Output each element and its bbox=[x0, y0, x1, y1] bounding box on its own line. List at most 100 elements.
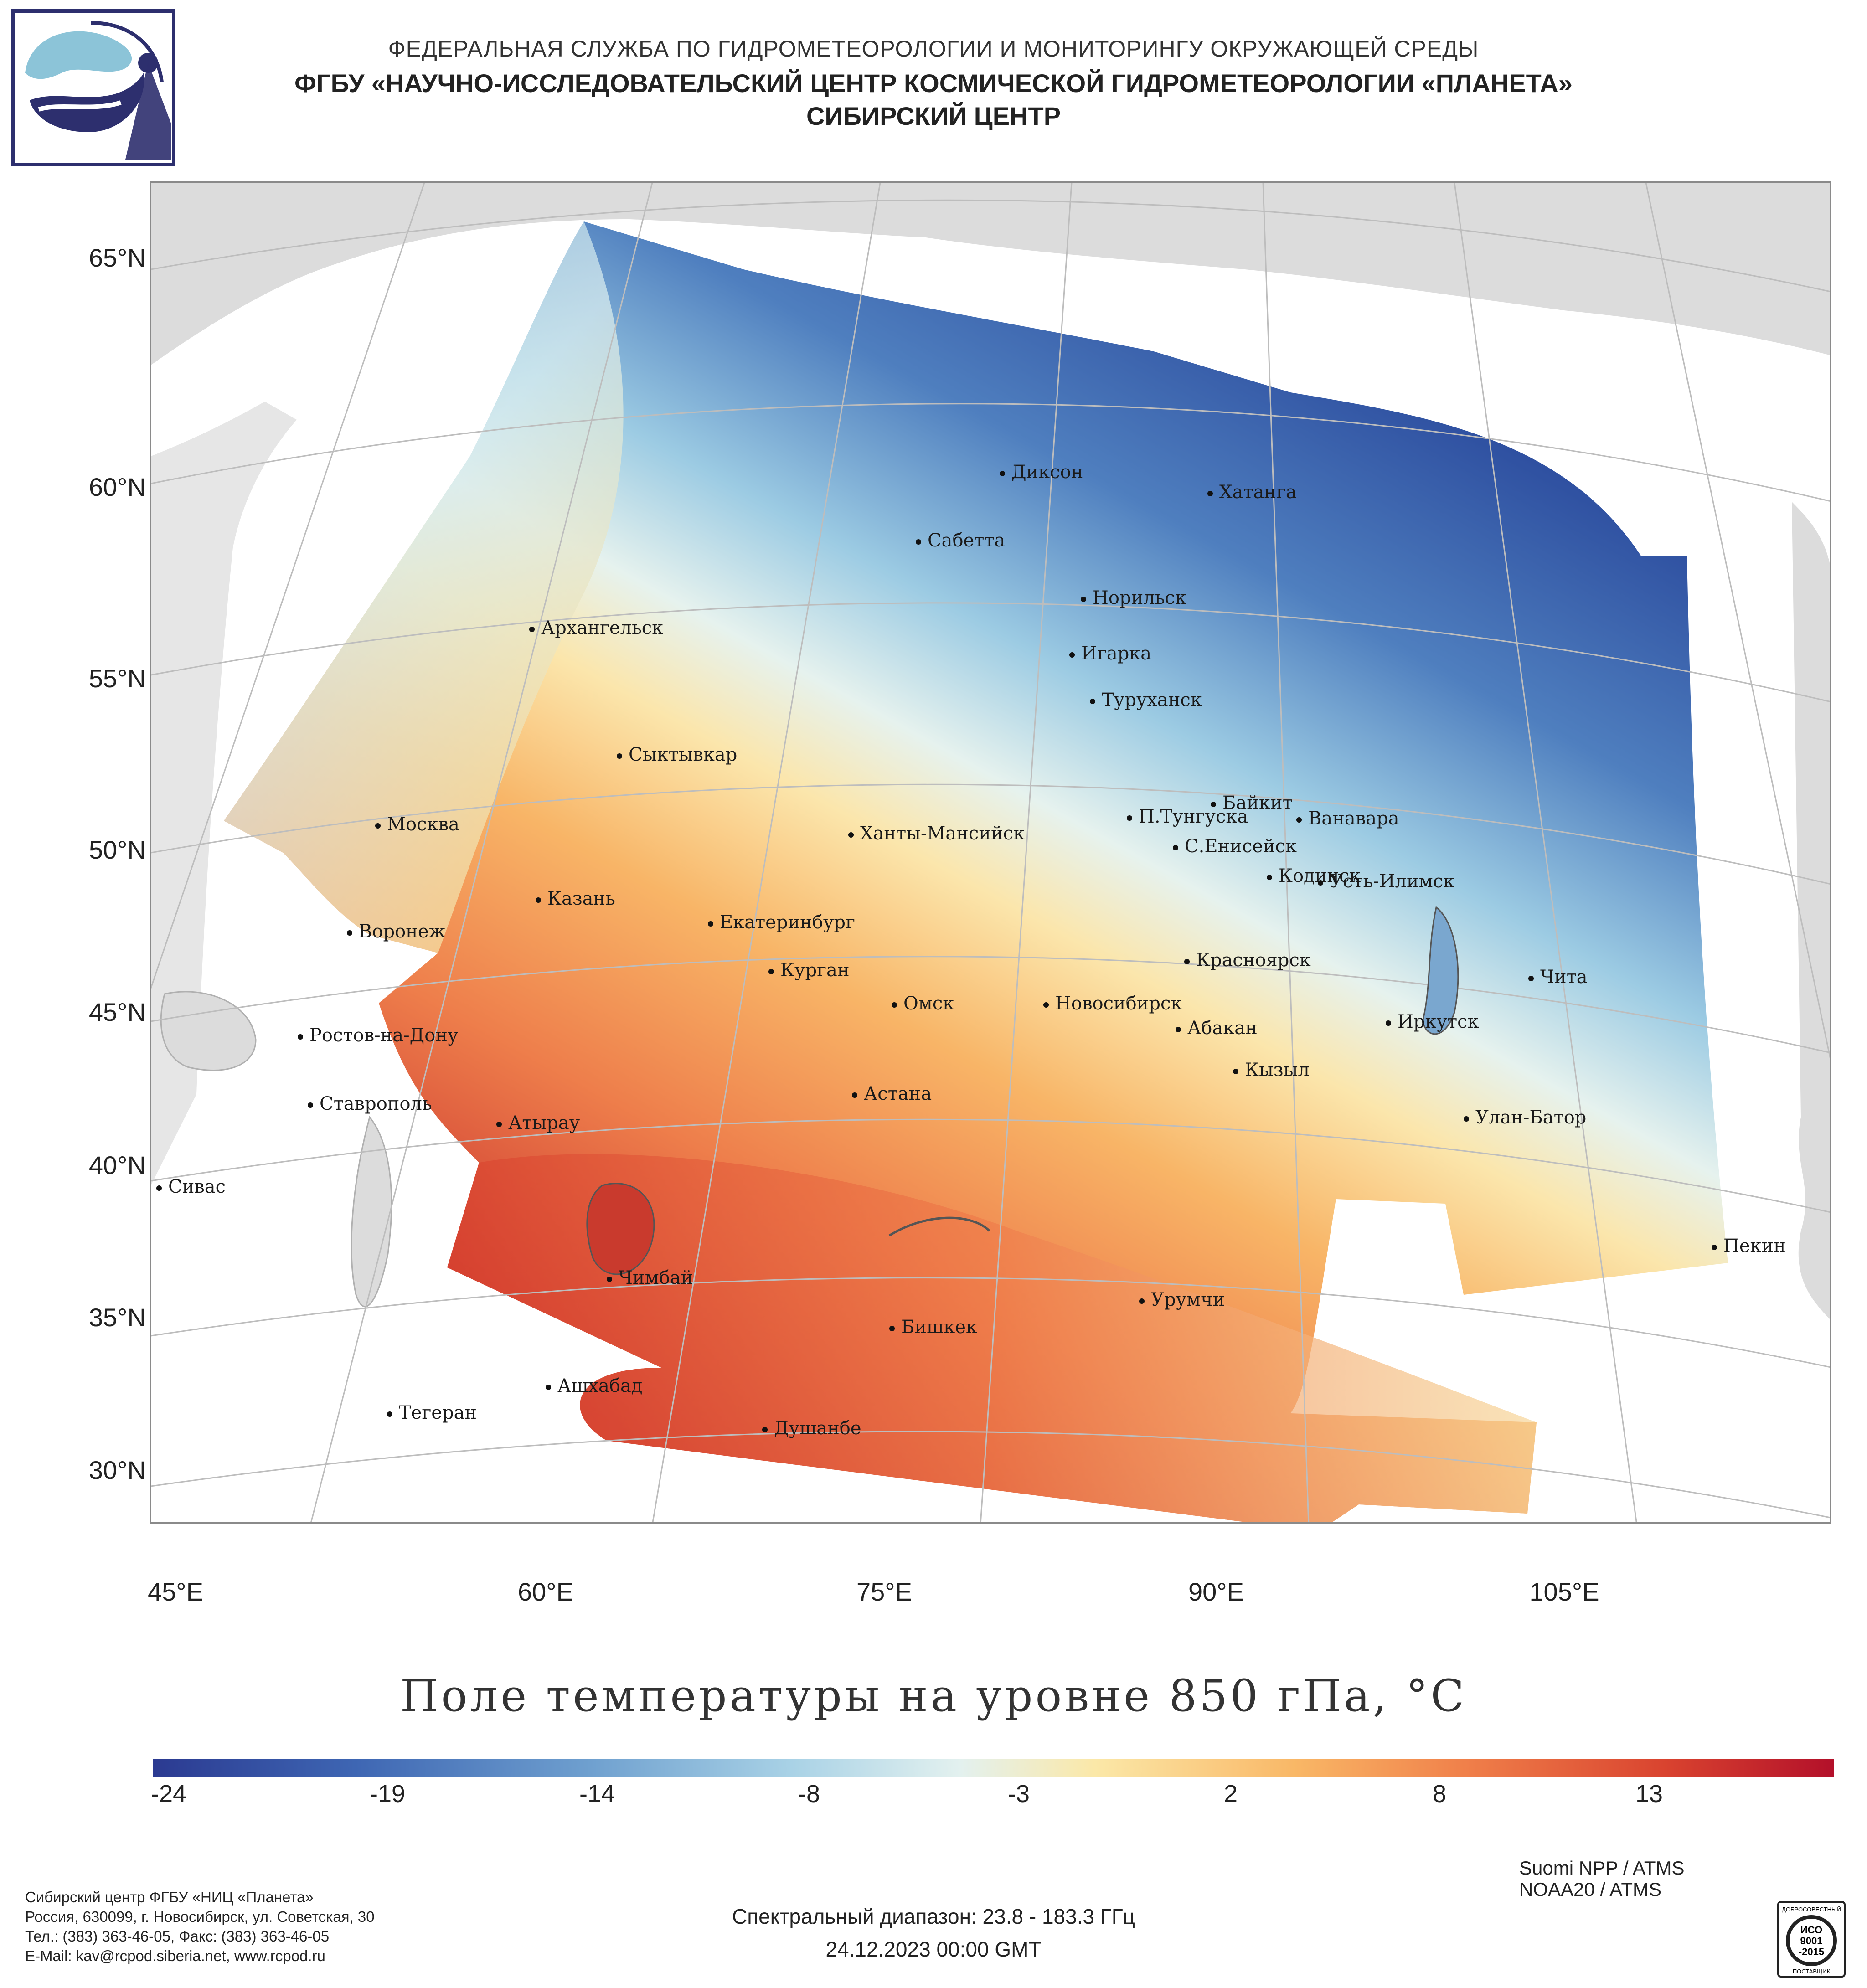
spectral-range: Спектральный диапазон: 23.8 - 183.3 ГГц bbox=[732, 1905, 1135, 1928]
iso-text-3: -2015 bbox=[1799, 1946, 1824, 1957]
latitude-label: 35°N bbox=[88, 1303, 146, 1332]
land-west bbox=[151, 402, 297, 1185]
city-marker: П.Тунгуска bbox=[1127, 806, 1248, 827]
city-label: Иркутск bbox=[1398, 1011, 1479, 1032]
city-label: Чита bbox=[1540, 967, 1588, 988]
city-label: Ханты-Мансийск bbox=[860, 823, 1025, 844]
header-center: СИБИРСКИЙ ЦЕНТР bbox=[806, 102, 1061, 130]
map-title: Поле температуры на уровне 850 гПа, °С bbox=[400, 1670, 1467, 1721]
city-marker: Усть-Илимск bbox=[1318, 871, 1454, 892]
city-dot-icon bbox=[347, 930, 352, 936]
city-marker: Ванавара bbox=[1296, 808, 1399, 829]
city-label: Хатанга bbox=[1219, 482, 1297, 503]
city-dot-icon bbox=[298, 1034, 303, 1040]
longitude-label: 60°E bbox=[517, 1577, 574, 1606]
city-marker: Сыктывкар bbox=[617, 744, 737, 765]
city-dot-icon bbox=[1211, 802, 1216, 807]
city-dot-icon bbox=[1267, 875, 1272, 880]
iso-top-text: ДОБРОСОВЕСТНЫЙ bbox=[1782, 1906, 1841, 1913]
city-dot-icon bbox=[1000, 471, 1005, 476]
city-label: Ашхабад bbox=[557, 1375, 643, 1396]
graticule bbox=[151, 183, 1830, 1522]
city-marker: Ханты-Мансийск bbox=[848, 823, 1025, 844]
city-label: Усть-Илимск bbox=[1330, 871, 1455, 892]
land-east bbox=[1792, 502, 1830, 1319]
map-panel: Диксон Хатанга Сабетта Норильск Архангельск И… bbox=[150, 181, 1831, 1524]
city-marker: Пекин bbox=[1712, 1236, 1786, 1257]
city-label: Москва bbox=[387, 814, 459, 835]
city-marker: Ставрополь bbox=[308, 1093, 432, 1114]
city-label: Сыктывкар bbox=[629, 744, 738, 765]
city-label: Норильск bbox=[1093, 587, 1186, 608]
longitude-label: 75°E bbox=[856, 1577, 913, 1606]
city-dot-icon bbox=[1043, 1002, 1049, 1008]
city-marker: Абакан bbox=[1176, 1018, 1258, 1039]
color-bar-tick-label: -14 bbox=[579, 1780, 615, 1808]
city-label: Ставрополь bbox=[320, 1093, 432, 1114]
longitude-label: 45°E bbox=[147, 1577, 204, 1606]
city-label: Чимбай bbox=[619, 1267, 693, 1288]
city-dot-icon bbox=[852, 1092, 857, 1098]
city-marker: Ростов-на-Дону bbox=[298, 1025, 458, 1046]
planeta-logo bbox=[11, 9, 175, 166]
city-marker: Байкит bbox=[1211, 793, 1293, 814]
city-dot-icon bbox=[1069, 652, 1075, 658]
city-marker: Кызыл bbox=[1233, 1060, 1310, 1081]
color-bar bbox=[153, 1759, 1834, 1777]
city-dot-icon bbox=[529, 627, 535, 632]
city-marker: Екатеринбург bbox=[708, 912, 855, 933]
city-label: Бишкек bbox=[901, 1317, 977, 1338]
city-dot-icon bbox=[889, 1326, 895, 1331]
city-dot-icon bbox=[1464, 1116, 1469, 1122]
black-sea bbox=[160, 991, 257, 1071]
city-label: Казань bbox=[547, 888, 615, 909]
color-bar-tick-label: 13 bbox=[1635, 1780, 1663, 1808]
city-marker: С.Енисейск bbox=[1173, 836, 1297, 857]
city-label: Красноярск bbox=[1196, 950, 1311, 971]
city-dot-icon bbox=[916, 539, 921, 545]
color-bar-tick-label: 2 bbox=[1223, 1780, 1238, 1808]
city-label: Омск bbox=[903, 993, 954, 1014]
city-label: Новосибирск bbox=[1055, 993, 1182, 1014]
city-label: Воронеж bbox=[359, 921, 446, 942]
latitude-label: 55°N bbox=[88, 664, 146, 693]
city-dot-icon bbox=[536, 897, 541, 903]
city-dot-icon bbox=[1296, 817, 1302, 823]
city-label: Байкит bbox=[1222, 793, 1293, 814]
city-dot-icon bbox=[848, 832, 854, 838]
header-agency: ФЕДЕРАЛЬНАЯ СЛУЖБА ПО ГИДРОМЕТЕОРОЛОГИИ … bbox=[388, 36, 1479, 62]
city-marker: Воронеж bbox=[347, 921, 445, 942]
city-dot-icon bbox=[1528, 976, 1534, 981]
city-dot-icon bbox=[1233, 1069, 1238, 1074]
city-dot-icon bbox=[1318, 880, 1323, 886]
color-bar-tick-label: -3 bbox=[1007, 1780, 1030, 1808]
city-marker: Душанбе bbox=[762, 1418, 861, 1439]
city-marker: Казань bbox=[536, 888, 615, 909]
city-dot-icon bbox=[1176, 1027, 1181, 1032]
latitude-label: 50°N bbox=[88, 835, 146, 864]
temperature-field-west bbox=[224, 221, 624, 953]
city-dot-icon bbox=[762, 1427, 768, 1432]
city-marker: Сивас bbox=[156, 1176, 226, 1197]
city-marker: Омск bbox=[892, 993, 954, 1014]
city-marker: Тегеран bbox=[387, 1402, 477, 1423]
city-dot-icon bbox=[1207, 491, 1213, 496]
caspian-sea bbox=[351, 1115, 392, 1308]
satellite-1: Suomi NPP / ATMS bbox=[1519, 1857, 1685, 1879]
city-marker: Новосибирск bbox=[1043, 993, 1182, 1014]
latitude-label: 45°N bbox=[88, 998, 146, 1026]
latitude-label: 40°N bbox=[88, 1151, 146, 1179]
city-dot-icon bbox=[308, 1102, 313, 1108]
org-line-3: Тел.: (383) 363-46-05, Факс: (383) 363-4… bbox=[25, 1928, 330, 1945]
city-label: Екатеринбург bbox=[720, 912, 855, 933]
city-marker: Норильск bbox=[1081, 587, 1186, 608]
iso-badge: ДОБРОСОВЕСТНЫЙ ИСО 9001 -2015 ПОСТАВЩИК bbox=[1777, 1901, 1846, 1978]
city-dot-icon bbox=[496, 1122, 502, 1127]
lake-baikal bbox=[1422, 906, 1459, 1035]
city-dot-icon bbox=[1173, 845, 1178, 850]
city-dot-icon bbox=[1127, 815, 1132, 821]
city-label: Сивас bbox=[168, 1176, 226, 1197]
city-label: Кызыл bbox=[1245, 1060, 1310, 1081]
city-marker: Иркутск bbox=[1386, 1011, 1479, 1032]
city-dot-icon bbox=[708, 921, 713, 927]
